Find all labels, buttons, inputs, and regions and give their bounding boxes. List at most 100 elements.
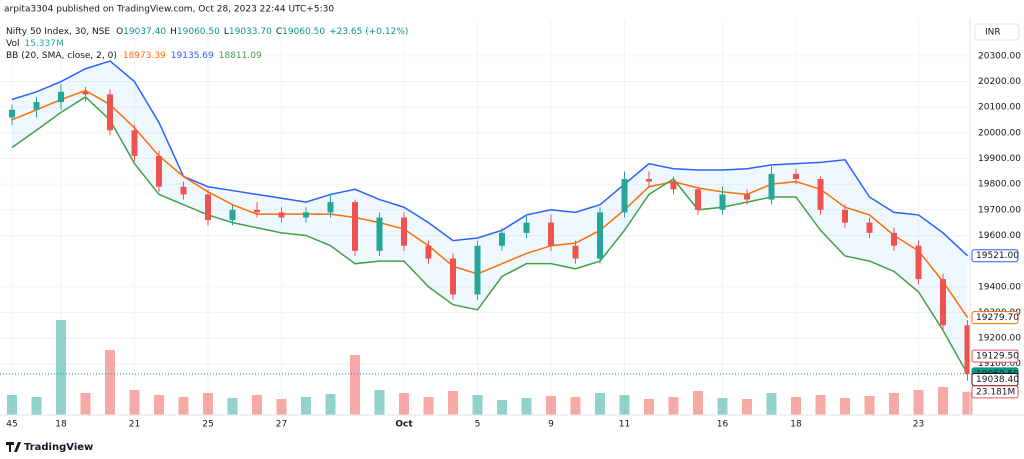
volume-bar bbox=[766, 393, 777, 415]
volume-bar bbox=[80, 393, 91, 415]
candle-body bbox=[205, 194, 211, 221]
volume-bar bbox=[7, 395, 17, 415]
ohlc-value: 19060.50 bbox=[282, 27, 325, 37]
price-label-box bbox=[971, 249, 1019, 263]
candle-body bbox=[964, 325, 971, 374]
ohlc-key: C bbox=[276, 27, 282, 37]
volume-bar bbox=[791, 397, 801, 415]
x-tick-label: Oct bbox=[395, 420, 413, 430]
x-tick-label: 18 bbox=[790, 420, 802, 430]
volume-bar bbox=[374, 390, 385, 415]
candle-body bbox=[180, 186, 187, 195]
symbol: Nifty 50 Index, 30, NSE bbox=[6, 27, 110, 37]
ohlc-value: 19060.50 bbox=[177, 27, 220, 37]
candle-body bbox=[670, 181, 677, 190]
y-tick-label: 20100.00 bbox=[978, 103, 1021, 113]
volume-bar bbox=[815, 395, 826, 415]
volume-bar bbox=[227, 398, 238, 415]
volume-bar bbox=[742, 399, 752, 415]
x-tick-label: 11 bbox=[619, 420, 630, 430]
volume-bar bbox=[448, 391, 458, 415]
candle-body bbox=[254, 209, 260, 213]
y-tick-label: 19100.00 bbox=[978, 359, 1021, 369]
candle-body bbox=[915, 245, 922, 280]
candle-body bbox=[719, 194, 726, 210]
y-tick-label: 19800.00 bbox=[978, 180, 1021, 190]
volume-value: 15.337M bbox=[24, 39, 63, 49]
logo-mark bbox=[6, 442, 21, 452]
x-tick-label: 16 bbox=[717, 420, 729, 430]
volume-legend: Vol 15.337M bbox=[6, 39, 64, 49]
candle-body bbox=[572, 245, 579, 259]
volume-bar bbox=[864, 396, 875, 415]
candle-body bbox=[548, 222, 554, 246]
y-tick-label: 19600.00 bbox=[978, 231, 1021, 241]
volume-bar bbox=[472, 395, 483, 415]
volume-bar bbox=[644, 399, 654, 415]
currency[interactable]: INR bbox=[985, 28, 1001, 38]
candle-body bbox=[597, 212, 603, 259]
volume-bar bbox=[619, 395, 630, 415]
volume-bar bbox=[595, 393, 605, 415]
volume-bar bbox=[105, 350, 115, 415]
x-tick-label: 23 bbox=[913, 420, 924, 430]
volume-bar bbox=[840, 398, 850, 415]
volume-bar bbox=[423, 397, 434, 415]
y-tick-label: 19400.00 bbox=[978, 282, 1021, 292]
candle-body bbox=[891, 232, 897, 246]
volume-bar bbox=[350, 355, 360, 415]
ohlc-values: O19037.40 H19060.50 L19033.70 C19060.50 bbox=[116, 27, 325, 37]
candle-body bbox=[817, 179, 824, 210]
ohlc-key: O bbox=[116, 27, 123, 37]
y-tick-label: 19700.00 bbox=[978, 205, 1021, 215]
y-tick-label: 19200.00 bbox=[978, 334, 1021, 344]
y-tick-label: 20300.00 bbox=[978, 51, 1021, 61]
candle-body bbox=[9, 109, 15, 118]
volume-bar bbox=[497, 400, 507, 415]
volume-bar bbox=[521, 398, 532, 415]
volume-bar bbox=[938, 387, 948, 415]
bb-lower: 18811.09 bbox=[219, 51, 262, 61]
publisher: arpita3304 published on TradingView.com,… bbox=[4, 5, 334, 15]
volume-bar bbox=[546, 396, 556, 415]
currency-button[interactable] bbox=[974, 23, 1020, 41]
volume-bar bbox=[154, 395, 164, 415]
price-label: 19279.70 bbox=[976, 313, 1019, 323]
candle-body bbox=[474, 245, 481, 295]
x-tick-label: 25 bbox=[202, 420, 213, 430]
volume-bar bbox=[56, 320, 66, 415]
plot-layer bbox=[0, 60, 973, 415]
volume-bar bbox=[252, 395, 262, 415]
bb-legend: BB (20, SMA, close, 2, 0) 18973.39 19135.6… bbox=[6, 51, 262, 61]
bb-upper: 19135.69 bbox=[171, 51, 214, 61]
y-tick-label: 19900.00 bbox=[978, 154, 1021, 164]
band-lower bbox=[11, 96, 969, 375]
candle-body bbox=[940, 279, 946, 326]
volume-bar bbox=[693, 391, 703, 415]
axis-layer: 19100.0019200.0019300.0019400.0019600.00… bbox=[6, 51, 1021, 429]
price-label: 19521.00 bbox=[976, 251, 1019, 261]
candle-body bbox=[425, 245, 432, 259]
band-basis bbox=[11, 89, 969, 319]
bb-name: BB (20, SMA, close, 2, 0) bbox=[6, 51, 117, 61]
ohlc-value: 19037.40 bbox=[123, 27, 166, 37]
price-label: 19129.50 bbox=[976, 352, 1019, 362]
ohlc-legend: Nifty 50 Index, 30, NSE O19037.40 H19060.5… bbox=[6, 27, 408, 37]
volume-bar bbox=[668, 397, 679, 415]
volume-bar bbox=[717, 398, 728, 415]
candle-body bbox=[401, 217, 407, 246]
volume-bar bbox=[325, 394, 336, 415]
volume-bar bbox=[31, 397, 42, 415]
volume-bar bbox=[399, 393, 409, 415]
band-fill bbox=[12, 61, 968, 374]
volume-bar bbox=[913, 390, 924, 415]
volume-bar bbox=[203, 393, 213, 415]
candle-body bbox=[793, 173, 799, 180]
volume-key: Vol bbox=[6, 39, 19, 49]
band-upper bbox=[11, 60, 969, 257]
ohlc-key: H bbox=[170, 27, 177, 37]
candle-body bbox=[58, 91, 64, 103]
ohlc-value: 19033.70 bbox=[229, 27, 272, 37]
